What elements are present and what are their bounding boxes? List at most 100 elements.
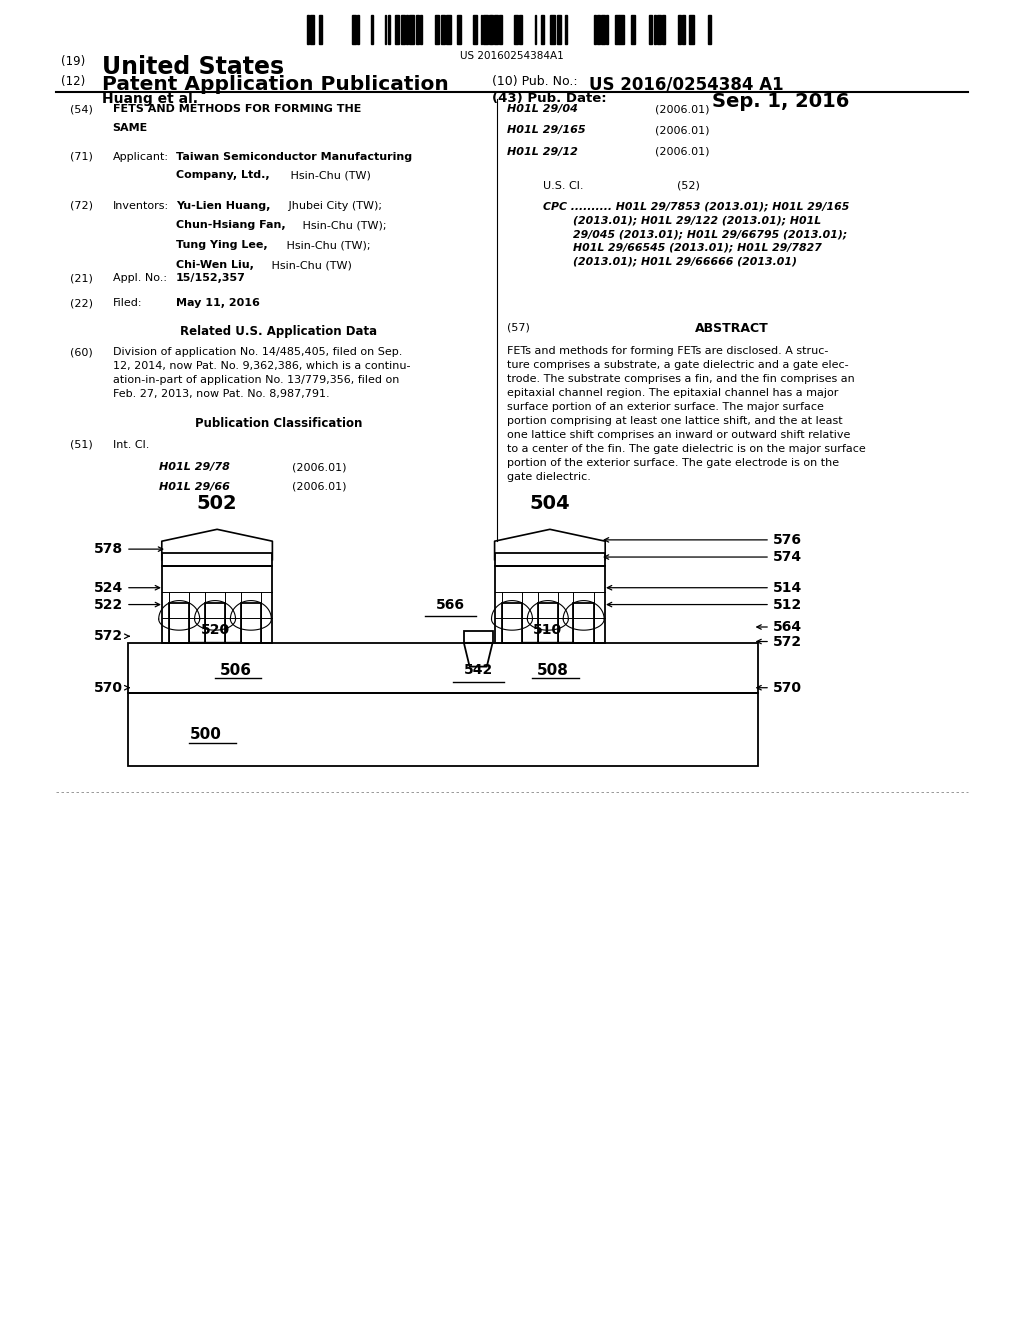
Bar — [395, 16, 399, 44]
Bar — [597, 16, 600, 44]
Bar — [494, 16, 499, 44]
Bar — [620, 16, 625, 44]
Bar — [538, 603, 558, 643]
Text: Hsin-Chu (TW);: Hsin-Chu (TW); — [283, 240, 370, 251]
Text: H01L 29/66: H01L 29/66 — [159, 482, 229, 492]
Bar — [407, 16, 409, 44]
Text: (57): (57) — [507, 322, 529, 333]
Bar — [541, 16, 545, 44]
Bar — [128, 643, 758, 693]
Text: 508: 508 — [537, 663, 569, 678]
Text: 512: 512 — [773, 598, 803, 611]
Text: Inventors:: Inventors: — [113, 201, 169, 211]
Bar — [594, 16, 596, 44]
Text: (60): (60) — [70, 347, 92, 358]
Bar — [420, 16, 422, 44]
Text: (51): (51) — [70, 440, 92, 450]
Bar — [631, 16, 635, 44]
Text: Jhubei City (TW);: Jhubei City (TW); — [285, 201, 382, 211]
Bar — [410, 16, 414, 44]
Text: 15/152,357: 15/152,357 — [176, 273, 246, 284]
Bar — [678, 16, 681, 44]
Text: Publication Classification: Publication Classification — [195, 417, 362, 430]
Bar — [307, 16, 308, 44]
Text: Chun-Hsiang Fan,: Chun-Hsiang Fan, — [176, 220, 286, 231]
Text: 504: 504 — [529, 495, 570, 513]
Text: 522: 522 — [93, 598, 123, 611]
Bar — [550, 16, 555, 44]
Bar — [440, 16, 444, 44]
Bar — [309, 16, 313, 44]
Bar — [663, 16, 666, 44]
Bar — [614, 16, 618, 44]
Bar — [435, 16, 439, 44]
Text: (2006.01): (2006.01) — [292, 462, 346, 473]
Text: 572: 572 — [94, 630, 123, 643]
Bar — [495, 553, 605, 566]
Text: 510: 510 — [534, 623, 562, 636]
Text: United States: United States — [102, 55, 285, 79]
Text: 566: 566 — [436, 598, 465, 611]
Bar — [502, 603, 522, 643]
Bar — [473, 16, 477, 44]
Bar — [385, 16, 386, 44]
Text: Huang et al.: Huang et al. — [102, 92, 199, 107]
Text: H01L 29/78: H01L 29/78 — [159, 462, 229, 473]
Bar — [654, 16, 656, 44]
Text: Sep. 1, 2016: Sep. 1, 2016 — [712, 92, 849, 111]
Text: FETS AND METHODS FOR FORMING THE: FETS AND METHODS FOR FORMING THE — [113, 104, 361, 115]
Bar — [400, 16, 406, 44]
Bar — [464, 631, 493, 643]
Text: (43) Pub. Date:: (43) Pub. Date: — [492, 92, 606, 106]
Text: (52): (52) — [678, 181, 700, 191]
Text: (12): (12) — [61, 75, 86, 88]
Bar — [241, 603, 261, 643]
Bar — [319, 16, 323, 44]
Text: H01L 29/12: H01L 29/12 — [507, 147, 578, 157]
Bar — [488, 16, 490, 44]
Text: 576: 576 — [773, 533, 802, 546]
Bar — [682, 16, 685, 44]
Bar — [162, 566, 272, 643]
Text: Filed:: Filed: — [113, 298, 142, 309]
Text: 572: 572 — [773, 635, 802, 648]
Bar — [483, 16, 487, 44]
Text: 570: 570 — [773, 681, 802, 694]
Text: 578: 578 — [94, 543, 123, 556]
Text: (10) Pub. No.:: (10) Pub. No.: — [492, 75, 578, 88]
Bar — [573, 603, 594, 643]
Text: Hsin-Chu (TW): Hsin-Chu (TW) — [268, 260, 352, 271]
Text: SAME: SAME — [113, 123, 147, 133]
Bar — [519, 16, 522, 44]
Text: Hsin-Chu (TW);: Hsin-Chu (TW); — [299, 220, 386, 231]
Text: 542: 542 — [464, 664, 493, 677]
Text: Applicant:: Applicant: — [113, 152, 169, 162]
Bar — [606, 16, 607, 44]
Text: CPC .......... ​H01L 29/7853 (2013.01); ​H01L 29/165
        (2013.01); ​H01L 29: CPC .......... ​H01L 29/7853 (2013.01); … — [543, 202, 849, 267]
Text: (54): (54) — [70, 104, 92, 115]
Bar — [565, 16, 567, 44]
Bar — [601, 16, 604, 44]
Bar — [495, 566, 605, 643]
Text: 524: 524 — [93, 581, 123, 595]
Text: Tung Ying Lee,: Tung Ying Lee, — [176, 240, 267, 251]
Text: 570: 570 — [94, 681, 123, 694]
Text: (2006.01): (2006.01) — [655, 125, 710, 136]
Text: (2006.01): (2006.01) — [292, 482, 346, 492]
Text: U.S. Cl.: U.S. Cl. — [543, 181, 584, 191]
Text: 502: 502 — [197, 495, 238, 513]
Text: (2006.01): (2006.01) — [655, 104, 710, 115]
Bar — [446, 16, 451, 44]
Bar — [387, 16, 390, 44]
Bar — [648, 16, 652, 44]
Bar — [535, 16, 536, 44]
Bar — [169, 603, 189, 643]
Text: H01L 29/04: H01L 29/04 — [507, 104, 578, 115]
Text: Chi-Wen Liu,: Chi-Wen Liu, — [176, 260, 254, 271]
Bar — [352, 16, 356, 44]
Text: Yu-Lien Huang,: Yu-Lien Huang, — [176, 201, 270, 211]
Text: ABSTRACT: ABSTRACT — [695, 322, 769, 335]
Bar — [128, 693, 758, 766]
Text: May 11, 2016: May 11, 2016 — [176, 298, 260, 309]
Bar — [492, 16, 494, 44]
